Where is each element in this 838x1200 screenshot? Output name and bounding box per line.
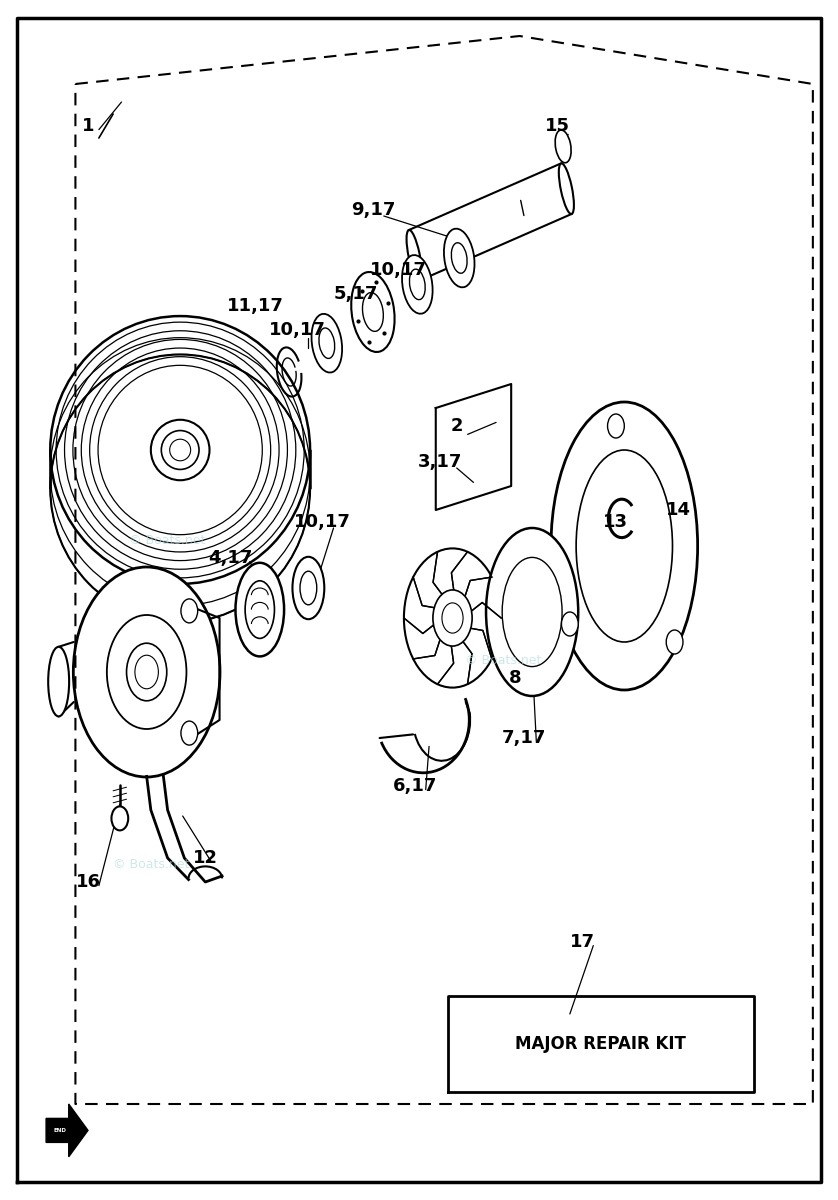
Ellipse shape: [555, 130, 572, 163]
Ellipse shape: [319, 328, 334, 359]
Text: © Boats.net: © Boats.net: [129, 534, 206, 546]
Text: 5,17: 5,17: [334, 284, 378, 302]
Text: 12: 12: [193, 850, 218, 866]
Ellipse shape: [351, 272, 395, 352]
Ellipse shape: [402, 256, 432, 313]
Ellipse shape: [576, 450, 672, 642]
Text: 7,17: 7,17: [502, 728, 546, 746]
Text: 1: 1: [82, 116, 94, 134]
Circle shape: [608, 414, 624, 438]
Text: 9,17: 9,17: [351, 200, 395, 218]
Ellipse shape: [245, 581, 275, 638]
Text: 10,17: 10,17: [370, 260, 427, 278]
Ellipse shape: [127, 643, 167, 701]
Text: 3,17: 3,17: [418, 452, 462, 470]
Ellipse shape: [48, 647, 69, 716]
Text: 6,17: 6,17: [393, 778, 437, 796]
Text: © Boats.net: © Boats.net: [464, 654, 541, 666]
Text: 13: 13: [603, 514, 628, 530]
Text: 17: 17: [570, 934, 595, 950]
Ellipse shape: [300, 571, 317, 605]
Circle shape: [181, 599, 198, 623]
Circle shape: [666, 630, 683, 654]
Circle shape: [404, 548, 501, 688]
Text: 10,17: 10,17: [269, 320, 326, 338]
Ellipse shape: [410, 269, 425, 300]
Text: 10,17: 10,17: [294, 514, 351, 530]
Text: 14: 14: [666, 502, 691, 518]
Ellipse shape: [551, 402, 697, 690]
Ellipse shape: [312, 314, 342, 372]
Text: 15: 15: [545, 116, 570, 134]
Circle shape: [433, 590, 472, 646]
Ellipse shape: [452, 242, 467, 274]
Text: 16: 16: [75, 874, 101, 890]
Ellipse shape: [74, 566, 220, 778]
Text: © Boats.net: © Boats.net: [112, 858, 189, 870]
Circle shape: [181, 721, 198, 745]
Ellipse shape: [106, 614, 186, 728]
Polygon shape: [46, 1104, 88, 1157]
Ellipse shape: [363, 293, 383, 331]
Text: END: END: [54, 1128, 67, 1133]
Ellipse shape: [292, 557, 324, 619]
Text: 4,17: 4,17: [209, 550, 252, 566]
Circle shape: [561, 612, 578, 636]
Ellipse shape: [406, 230, 422, 281]
Ellipse shape: [502, 557, 562, 667]
Text: 2: 2: [451, 416, 463, 434]
Ellipse shape: [161, 431, 199, 469]
Ellipse shape: [111, 806, 128, 830]
Ellipse shape: [235, 563, 284, 656]
Text: MAJOR REPAIR KIT: MAJOR REPAIR KIT: [515, 1034, 686, 1054]
Ellipse shape: [444, 229, 474, 287]
Ellipse shape: [486, 528, 578, 696]
Text: 11,17: 11,17: [227, 296, 284, 314]
Text: 8: 8: [509, 670, 522, 686]
